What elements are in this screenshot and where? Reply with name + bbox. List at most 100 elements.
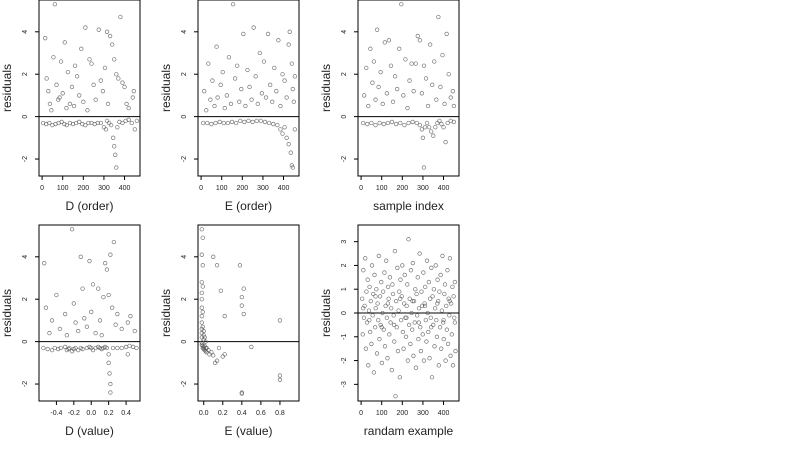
data-point: [373, 294, 378, 299]
data-point: [367, 284, 372, 289]
data-point: [201, 333, 206, 338]
data-point: [123, 344, 129, 350]
data-point: [448, 353, 453, 358]
data-point: [115, 311, 120, 317]
data-point: [216, 345, 222, 351]
data-point: [437, 325, 443, 330]
data-point: [87, 258, 92, 264]
panel-2: 0 100 200 300 400 -2 0 2 4 E (order) residuals: [159, 0, 300, 213]
data-point: [421, 63, 427, 68]
data-point: [369, 120, 374, 126]
data-point: [361, 306, 366, 311]
data-point: [400, 329, 406, 335]
data-point: [200, 235, 205, 240]
data-point: [369, 263, 375, 268]
data-point: [385, 120, 391, 126]
data-point: [106, 352, 111, 357]
data-point: [278, 103, 283, 109]
x-tick-label: 0.2: [218, 410, 228, 417]
data-point: [434, 334, 440, 339]
data-point: [49, 108, 54, 113]
y-tick-label: -2: [22, 156, 29, 162]
y-tick-label: 4: [22, 30, 29, 34]
panel-4: -0.4 -0.2 0.0 0.2 0.4 -2 0 2 4 D (value) residuals: [0, 224, 141, 438]
data-point: [404, 315, 409, 320]
data-point: [220, 69, 225, 75]
data-point: [430, 294, 435, 299]
x-tick-label: 0.0: [199, 410, 209, 417]
data-point: [384, 315, 390, 320]
data-point: [421, 358, 427, 363]
data-point: [239, 86, 244, 92]
data-point: [211, 254, 216, 259]
y-tick-label: 0: [22, 340, 29, 344]
data-point: [385, 301, 391, 306]
data-point: [366, 308, 372, 313]
x-axis-label: D (order): [65, 199, 113, 213]
data-point: [376, 253, 381, 259]
data-point: [430, 82, 435, 87]
y-tick-label: 4: [341, 30, 348, 34]
data-point: [201, 120, 206, 126]
x-tick-label: 0.4: [237, 410, 247, 417]
plot-frame: [38, 224, 141, 402]
data-point: [98, 78, 103, 83]
data-point: [369, 341, 374, 347]
data-point: [291, 99, 296, 104]
data-point: [218, 82, 223, 87]
data-point: [125, 352, 130, 357]
data-point: [364, 65, 369, 71]
data-point: [208, 97, 213, 102]
data-point: [100, 89, 106, 94]
data-point: [272, 65, 277, 71]
data-point: [408, 268, 414, 273]
data-point: [104, 118, 110, 124]
data-point: [422, 301, 427, 306]
data-point: [65, 69, 71, 75]
data-point: [237, 263, 243, 268]
data-point: [250, 119, 255, 125]
data-point: [371, 59, 377, 64]
data-point: [235, 63, 240, 68]
data-point: [199, 305, 204, 310]
data-point: [201, 328, 206, 334]
data-point: [62, 344, 68, 350]
data-point: [210, 78, 215, 83]
data-point: [432, 306, 438, 311]
data-point: [130, 344, 136, 350]
data-point: [83, 25, 88, 30]
data-point: [262, 119, 268, 125]
data-point: [245, 67, 250, 73]
data-point: [200, 263, 205, 268]
data-point: [423, 76, 429, 81]
data-point: [199, 320, 204, 325]
data-point: [84, 345, 90, 351]
x-tick-label: 0.0: [86, 410, 96, 417]
x-tick-label: 100: [57, 185, 69, 192]
y-tick-label: -1: [341, 334, 348, 340]
data-point: [417, 251, 422, 256]
data-point: [377, 120, 382, 126]
data-point: [199, 227, 204, 232]
data-point: [374, 287, 379, 292]
data-point: [209, 350, 214, 355]
x-tick-label: 0: [359, 410, 363, 417]
data-point: [225, 120, 231, 126]
data-point: [108, 390, 113, 395]
data-point: [247, 84, 252, 90]
data-point: [90, 347, 96, 353]
data-point: [429, 325, 434, 330]
data-point: [95, 120, 100, 126]
data-point: [255, 101, 260, 107]
data-point: [125, 320, 130, 325]
data-point: [229, 119, 235, 125]
data-point: [398, 277, 403, 282]
data-point: [392, 339, 397, 344]
data-point: [73, 345, 78, 351]
data-point: [385, 284, 391, 289]
data-point: [440, 253, 445, 259]
data-point: [277, 377, 283, 382]
data-point: [427, 356, 432, 361]
data-point: [101, 294, 106, 300]
y-tick-label: 4: [22, 255, 29, 259]
